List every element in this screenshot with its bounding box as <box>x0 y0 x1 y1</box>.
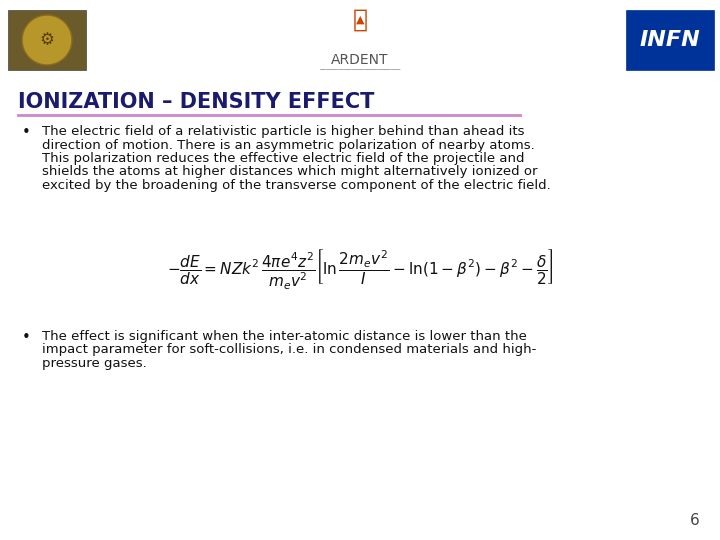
Text: impact parameter for soft-collisions, i.e. in condensed materials and high-: impact parameter for soft-collisions, i.… <box>42 343 536 356</box>
Text: IONIZATION – DENSITY EFFECT: IONIZATION – DENSITY EFFECT <box>18 92 374 112</box>
Text: ─────────────────────────: ───────────────────────── <box>320 68 400 72</box>
Text: 🔥: 🔥 <box>353 8 367 32</box>
Text: pressure gases.: pressure gases. <box>42 357 147 370</box>
Text: •: • <box>22 125 31 140</box>
Text: excited by the broadening of the transverse component of the electric field.: excited by the broadening of the transve… <box>42 179 551 192</box>
Circle shape <box>22 15 72 65</box>
Text: ⚙: ⚙ <box>40 31 55 49</box>
Text: •: • <box>22 330 31 345</box>
Text: $-\dfrac{dE}{dx} = NZk^2\,\dfrac{4\pi e^4 z^2}{m_e v^2}\left[\ln\dfrac{2m_e v^2}: $-\dfrac{dE}{dx} = NZk^2\,\dfrac{4\pi e^… <box>166 248 554 292</box>
Text: ARDENT: ARDENT <box>331 53 389 67</box>
Text: shields the atoms at higher distances which might alternatively ionized or: shields the atoms at higher distances wh… <box>42 165 538 179</box>
FancyBboxPatch shape <box>8 10 86 70</box>
Text: INFN: INFN <box>639 30 701 50</box>
Text: 6: 6 <box>690 513 700 528</box>
Text: The electric field of a relativistic particle is higher behind than ahead its: The electric field of a relativistic par… <box>42 125 524 138</box>
Text: ▲: ▲ <box>356 15 364 25</box>
Text: The effect is significant when the inter-atomic distance is lower than the: The effect is significant when the inter… <box>42 330 527 343</box>
FancyBboxPatch shape <box>626 10 714 70</box>
Text: direction of motion. There is an asymmetric polarization of nearby atoms.: direction of motion. There is an asymmet… <box>42 138 535 152</box>
Text: This polarization reduces the effective electric field of the projectile and: This polarization reduces the effective … <box>42 152 524 165</box>
